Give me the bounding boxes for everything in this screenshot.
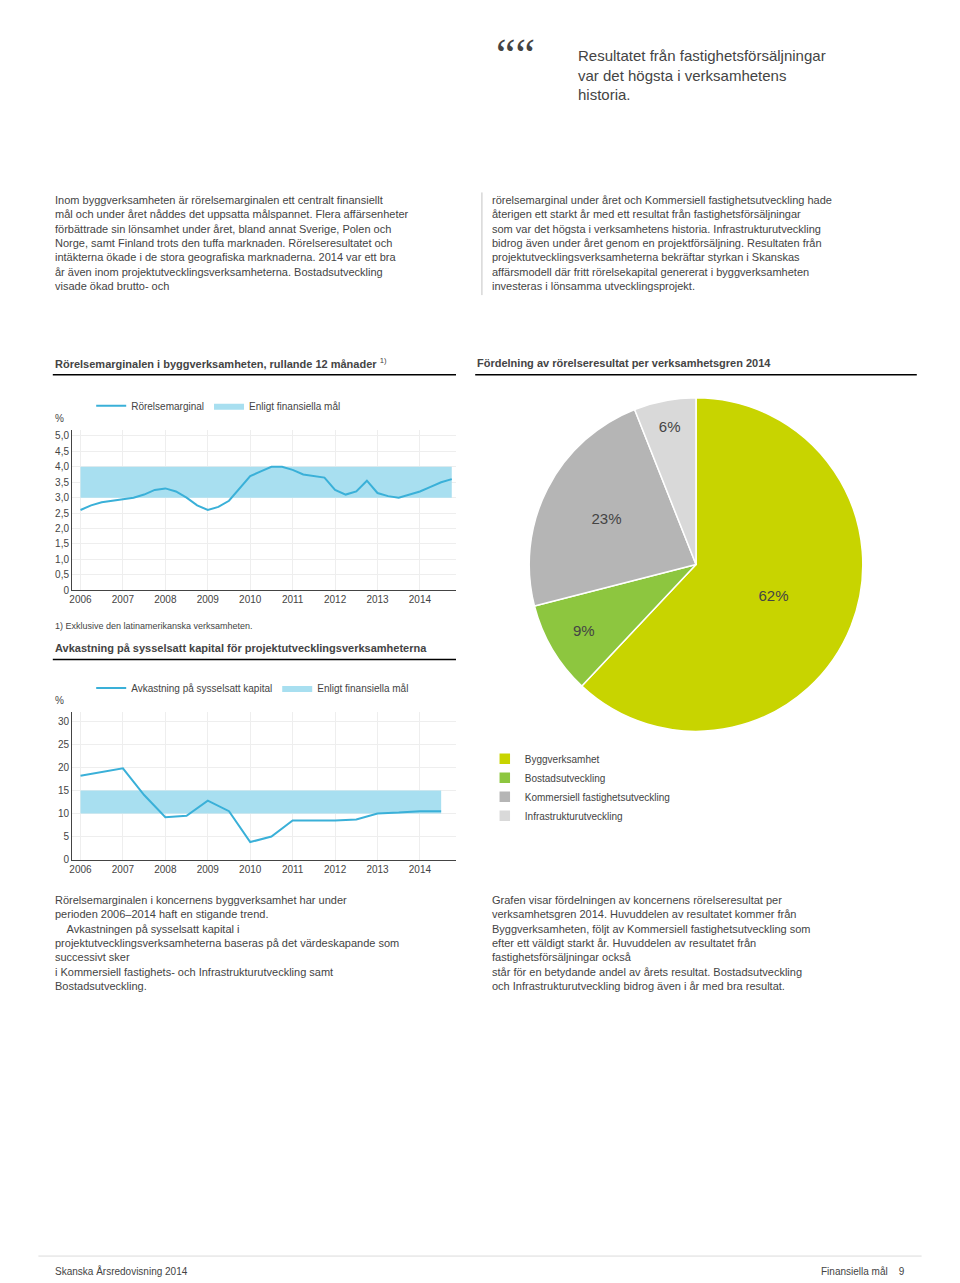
svg-text:Grafen visar fördelningen av k: Grafen visar fördelningen av koncernens … [492,894,811,992]
svg-text:23%: 23% [592,510,622,527]
svg-text:62%: 62% [759,587,789,604]
svg-text:Avkastning på sysselsatt kapit: Avkastning på sysselsatt kapital för pro… [55,642,427,654]
svg-text:%: % [55,413,64,424]
svg-text:5,0: 5,0 [55,430,69,441]
svg-text:Resultatet från fastighetsförs: Resultatet från fastighetsförsäljningarv… [578,47,826,103]
svg-text:Bostadsutveckling: Bostadsutveckling [525,773,606,784]
svg-text:2010: 2010 [239,864,262,875]
svg-text:25: 25 [58,739,70,750]
svg-text:5: 5 [63,831,69,842]
svg-text:3,0: 3,0 [55,492,69,503]
svg-text:Finansiella mål 9: Finansiella mål 9 [821,1266,905,1277]
svg-text:2006: 2006 [69,594,92,605]
svg-text:Rörelsemarginalen i koncernens: Rörelsemarginalen i koncernens byggverks… [55,894,399,992]
svg-text:2012: 2012 [324,864,347,875]
svg-text:2007: 2007 [112,864,135,875]
svg-text:Fördelning av rörelseresultat: Fördelning av rörelseresultat per verksa… [477,357,771,369]
svg-text:6%: 6% [659,418,681,435]
svg-text:2009: 2009 [197,594,220,605]
svg-text:““: ““ [496,30,535,79]
svg-text:2011: 2011 [282,864,304,875]
svg-text:0: 0 [63,585,69,596]
svg-text:2013: 2013 [366,594,389,605]
svg-text:9%: 9% [573,622,595,639]
svg-text:%: % [55,695,64,706]
svg-text:rörelsemarginal under året och: rörelsemarginal under året och Kommersie… [492,194,832,292]
svg-text:1,0: 1,0 [55,554,69,565]
svg-text:Kommersiell fastighetsutveckli: Kommersiell fastighetsutveckling [525,792,670,803]
svg-text:4,0: 4,0 [55,461,69,472]
svg-text:Enligt finansiella mål: Enligt finansiella mål [249,401,340,412]
svg-text:3,5: 3,5 [55,477,69,488]
svg-text:2,0: 2,0 [55,523,69,534]
svg-text:15: 15 [58,785,70,796]
svg-text:2013: 2013 [366,864,389,875]
svg-text:2007: 2007 [112,594,135,605]
svg-text:Rörelsemarginalen i byggverksa: Rörelsemarginalen i byggverksamheten, ru… [55,356,387,370]
svg-text:Avkastning på sysselsatt kapit: Avkastning på sysselsatt kapital [131,683,272,694]
svg-text:Infrastrukturutveckling: Infrastrukturutveckling [525,811,623,822]
svg-text:2006: 2006 [69,864,92,875]
svg-text:Enligt finansiella mål: Enligt finansiella mål [317,683,408,694]
svg-text:30: 30 [58,716,70,727]
svg-text:Byggverksamhet: Byggverksamhet [525,754,600,765]
svg-text:Skanska Årsredovisning 2014: Skanska Årsredovisning 2014 [55,1265,188,1277]
svg-text:2010: 2010 [239,594,262,605]
svg-text:4,5: 4,5 [55,446,69,457]
svg-text:1) Exklusive den latinamerikan: 1) Exklusive den latinamerikanska verksa… [55,621,253,631]
svg-text:1,5: 1,5 [55,538,69,549]
svg-text:10: 10 [58,808,70,819]
svg-text:0,5: 0,5 [55,569,69,580]
svg-text:2,5: 2,5 [55,508,69,519]
svg-text:2008: 2008 [154,594,177,605]
svg-text:2011: 2011 [282,594,304,605]
svg-text:2008: 2008 [154,864,177,875]
svg-text:20: 20 [58,762,70,773]
svg-text:Inom byggverksamheten är rörel: Inom byggverksamheten är rörelsemarginal… [55,194,409,292]
svg-text:2014: 2014 [409,864,432,875]
svg-text:0: 0 [63,854,69,865]
svg-text:Rörelsemarginal: Rörelsemarginal [131,401,204,412]
svg-text:2012: 2012 [324,594,347,605]
svg-text:2009: 2009 [197,864,220,875]
svg-text:2014: 2014 [409,594,432,605]
